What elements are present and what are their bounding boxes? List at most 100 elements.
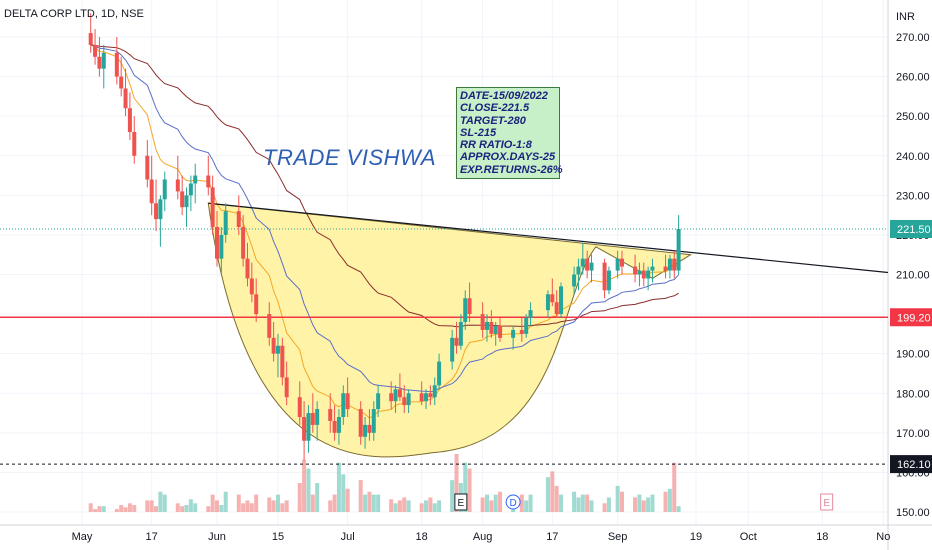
volume-bar [123,507,128,512]
volume-bar [210,494,215,512]
volume-bar [397,500,402,512]
volume-bar [241,503,246,512]
candle-body [637,270,642,275]
volume-bar [371,494,376,512]
candle-body [310,413,315,425]
volume-bar [489,500,494,512]
volume-bar [302,459,307,512]
note-line: CLOSE-221.5 [460,102,530,115]
candle-body [297,397,302,417]
volume-bar [127,503,132,512]
price-tag-bg [890,308,932,327]
time-axis[interactable]: May 17 Jun 15 Jul 18 Aug 17 Sep 19 Oct 18 No [72,531,891,543]
volume-bar [519,494,524,512]
volume-bar [376,494,381,512]
axis-unit: INR [896,11,915,23]
volume-bar [676,506,681,512]
x-tick-label: 15 [272,531,284,543]
candle-body [215,227,219,259]
candle-body [641,270,646,279]
volume-bar [158,491,163,512]
volume-bar [646,497,651,512]
candle-body [371,409,376,433]
y-tick-label: 270.00 [896,32,930,44]
note-line: APPROX.DAYS-25 [460,151,556,164]
volume-bar [554,485,559,512]
y-tick-label: 190.00 [896,349,930,361]
volume-bar [589,500,594,512]
x-tick-label: 18 [816,531,828,543]
candle-body [280,345,285,378]
candle-body [528,310,533,319]
candle-body [493,325,498,334]
x-tick-label: 19 [690,531,702,543]
candle-body [572,274,577,287]
volume-bar [615,485,620,512]
volume-bar [88,503,93,512]
note-line: TARGET-280 [460,114,526,127]
candle-body [306,413,311,441]
candle-body [428,393,433,398]
candle-body [672,258,677,271]
volume-bar [602,503,607,512]
volume-bar [175,503,180,512]
y-tick-label: 260.00 [896,72,930,84]
volume-bar [114,509,119,512]
candle-body [511,329,516,338]
candle-body [550,294,555,303]
note-line: DATE-15/09/2022 [460,90,548,102]
candle-body [602,262,607,291]
price-tags: 221.50 199.20 162.10 [890,219,932,474]
volume-bar [641,500,646,512]
volume-bar [485,494,489,512]
candle-body [402,397,407,406]
volume-bar [154,506,159,512]
candle-body [162,179,167,200]
x-tick-label: Sep [608,531,628,543]
volume-bar [467,468,472,512]
candle-body [188,183,193,196]
candle-body [458,322,463,346]
candle-body [463,298,468,322]
candle-body [284,377,289,398]
candle-body [432,385,437,398]
candle-body [485,322,489,330]
candle-body [119,76,124,89]
candle-body [114,52,119,77]
volume-bar [345,488,350,512]
volume-bar [606,497,611,512]
candle-body [328,409,333,421]
candle-body [123,88,128,109]
candle-body [667,258,672,271]
price-tag-label: 162.10 [897,459,931,471]
volume-bar [332,494,337,512]
volume-bar [297,483,302,512]
volume-bar [328,500,333,512]
note-line: SL-215 [460,126,497,139]
volume-bar [454,454,459,512]
volume-bar [572,491,577,512]
volume-bar [620,491,624,512]
candle-body [580,258,585,267]
y-tick-label: 230.00 [896,190,930,202]
volume-bar [576,497,581,512]
volume-bar [101,506,106,512]
candle-body [184,195,189,208]
volume-bar [419,503,424,512]
volume-bar [428,497,433,512]
candle-body [363,424,368,437]
price-axis[interactable]: INR150.00160.00170.00180.00190.00200.002… [896,11,930,519]
candle-body [271,337,276,354]
candle-body [633,266,638,275]
candle-body [267,314,272,338]
candle-body [241,227,246,259]
candle-body [206,175,211,188]
x-tick-label: No [876,531,890,543]
volume-bar [672,462,677,512]
volume-bar [480,497,485,512]
volume-bars [88,454,681,512]
x-tick-label: Aug [473,531,493,543]
event-marker-label: E [458,498,465,509]
